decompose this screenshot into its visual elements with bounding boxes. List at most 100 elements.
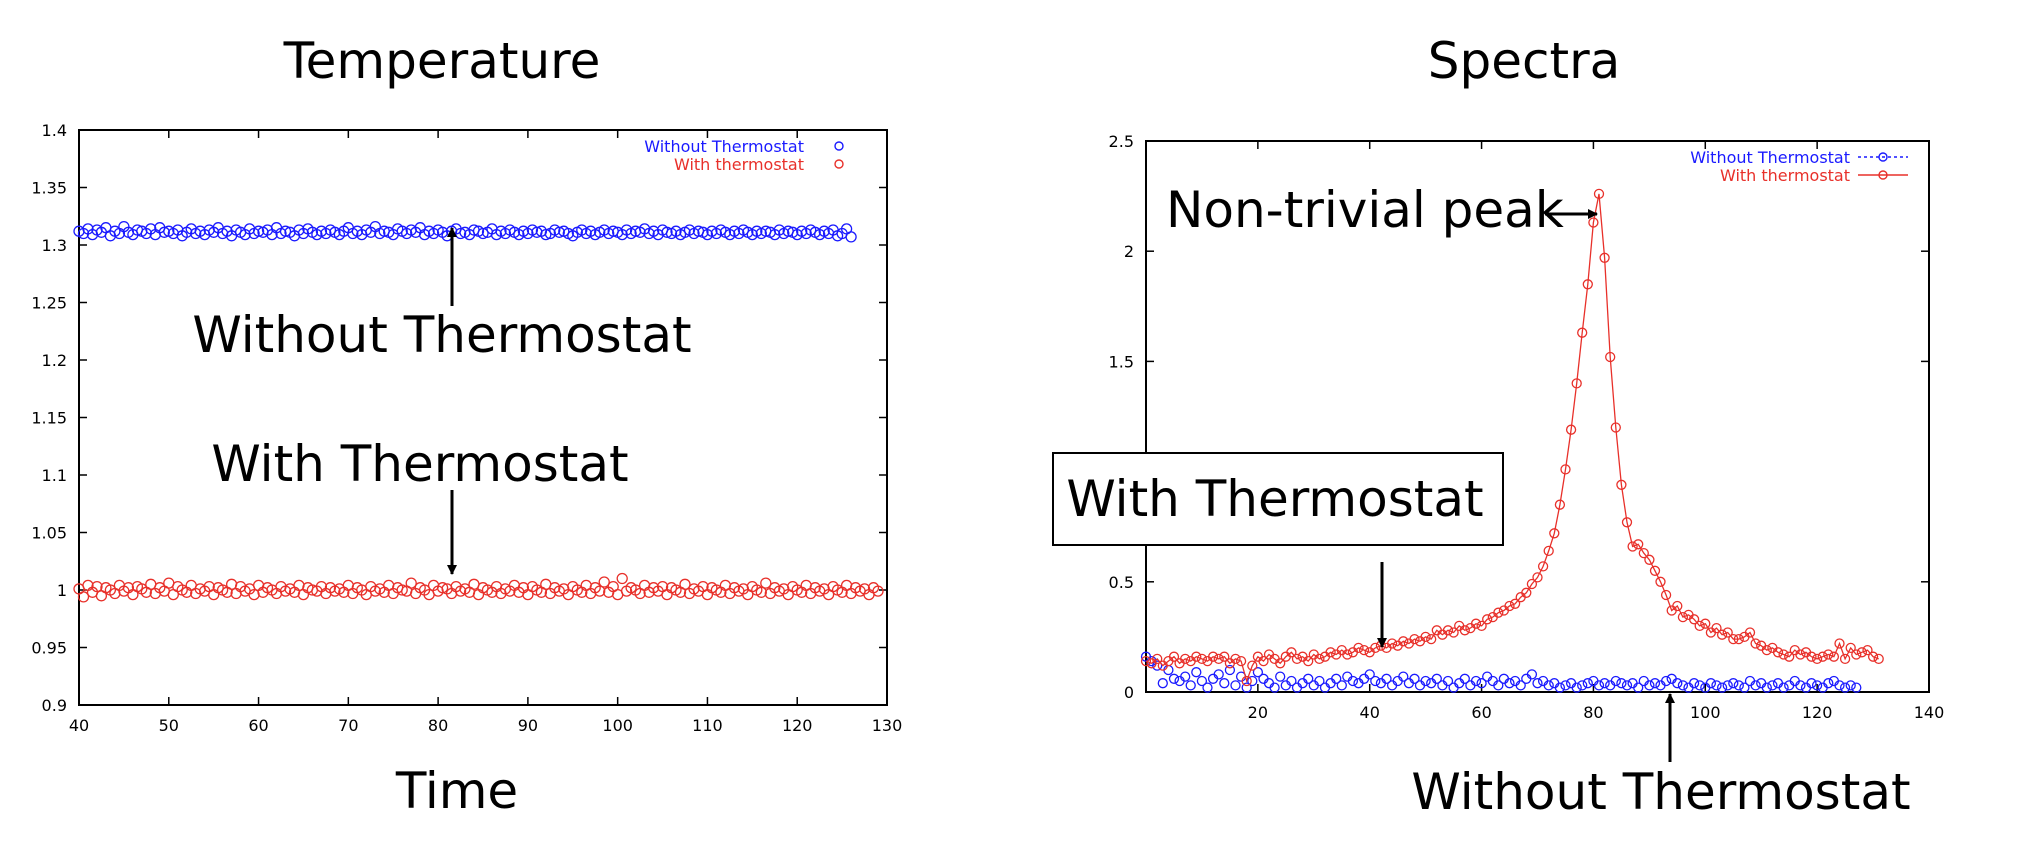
spectra-data-point (1241, 682, 1252, 693)
spectra-data-point (1347, 675, 1359, 687)
spectra-data-point (1258, 655, 1269, 667)
spectra-data-point (1459, 625, 1470, 636)
spectra-data-point (1331, 673, 1342, 684)
spectra-data-point (1577, 680, 1588, 691)
spectra-data-point (1688, 678, 1700, 689)
temperature-ytick-label: 1.25 (31, 294, 67, 313)
spectra-data-point (1739, 682, 1750, 693)
spectra-data-point (1409, 673, 1420, 684)
temperature-xtick-label: 80 (428, 716, 448, 735)
spectra-data-point (1633, 682, 1644, 693)
spectra-ytick-label: 0 (1124, 683, 1134, 702)
spectra-data-point (1420, 675, 1431, 687)
spectra-data-point (1823, 649, 1834, 660)
spectra-data-point (1778, 682, 1789, 693)
spectra-data-point (1616, 479, 1627, 490)
spectra-ytick-label: 2 (1124, 242, 1134, 261)
spectra-data-point (1431, 673, 1442, 684)
spectra-data-point (1593, 188, 1605, 200)
spectra-legend: Without Thermostat With thermostat (1690, 148, 1908, 185)
spectra-data-point (1191, 667, 1202, 678)
spectra-data-point (1235, 655, 1247, 667)
temperature-legend-marker-with (834, 159, 844, 169)
spectra-data-point (1716, 629, 1728, 640)
spectra-data-point (1521, 587, 1532, 598)
spectra-data-point (1795, 649, 1806, 660)
spectra-data-point (1532, 572, 1543, 583)
temperature-ytick-label: 1 (57, 581, 67, 600)
spectra-data-point (1196, 675, 1208, 687)
spectra-data-point (1599, 252, 1610, 263)
spectra-data-point (1644, 680, 1655, 691)
spectra-data-point (1230, 680, 1241, 691)
spectra-data-point (1649, 565, 1661, 576)
spectra-data-point (1722, 627, 1733, 638)
spectra-data-point (1543, 680, 1554, 691)
temperature-title: Temperature (283, 32, 601, 90)
spectra-data-point (1275, 671, 1286, 682)
temperature-xtick-label: 120 (782, 716, 813, 735)
temperature-data-point (661, 226, 673, 238)
temperature-data-point (396, 584, 408, 596)
spectra-data-point (1286, 675, 1297, 687)
temperature-ticks: 40 50 60 70 80 90 100 110 120 130 0.9 0.95 1 1.05 1.1 1… (31, 121, 902, 735)
spectra-data-point (1554, 499, 1566, 510)
spectra-data-point (1806, 678, 1817, 689)
spectra-data-point (1152, 660, 1163, 671)
temperature-xtick-label: 70 (338, 716, 358, 735)
temperature-chart: Temperature 40 50 60 70 80 90 100 110 120 130 0.9 0… (31, 32, 902, 820)
temperature-ytick-label: 1.15 (31, 409, 67, 428)
spectra-data-point (1582, 279, 1593, 290)
spectra-data-point (1470, 675, 1482, 687)
spectra-data-point (1303, 655, 1314, 667)
spectra-data-point (1386, 638, 1398, 649)
spectra-data-point (1694, 620, 1705, 632)
spectra-data-point (1364, 669, 1375, 680)
temperature-data-point (760, 577, 772, 589)
spectra-data-point (1733, 633, 1744, 645)
spectra-data-point (1303, 673, 1314, 684)
spectra-data-point (1252, 667, 1264, 678)
temperature-annotation-without: Without Thermostat (192, 306, 691, 364)
spectra-data-point (1381, 673, 1392, 684)
spectra-data-point (1537, 561, 1549, 572)
spectra-data-point (1476, 678, 1487, 689)
spectra-xtick-label: 40 (1360, 703, 1380, 722)
spectra-data-point (1638, 547, 1649, 559)
spectra-data-point (1728, 633, 1739, 645)
temperature-data-point (91, 580, 103, 593)
spectra-data-point (1549, 528, 1560, 539)
spectra-data-point (1856, 647, 1868, 658)
spectra-data-point (1504, 600, 1515, 612)
spectra-data-point (1565, 424, 1577, 435)
spectra-data-point (1772, 647, 1784, 658)
spectra-legend-label-without: Without Thermostat (1690, 148, 1850, 167)
temperature-plot-frame (78, 129, 888, 706)
spectra-data-point (1314, 653, 1325, 665)
temperature-data-point (158, 226, 170, 238)
spectra-data-point (1543, 545, 1554, 557)
spectra-data-point (1202, 682, 1213, 693)
temperature-ytick-label: 1.1 (42, 466, 67, 485)
spectra-plot-frame (1145, 140, 1930, 693)
spectra-data-point (1633, 539, 1644, 550)
spectra-data-point (1532, 678, 1543, 689)
spectra-data-point (1219, 651, 1230, 662)
spectra-data-point (1269, 682, 1280, 693)
spectra-data-point (1342, 649, 1353, 660)
spectra-data-point (1168, 673, 1180, 684)
spectra-data-point (1744, 627, 1756, 638)
spectra-data-point (1644, 554, 1655, 565)
spectra-series (1140, 188, 1884, 693)
temperature-series (73, 220, 884, 603)
spectra-chart: Spectra 20 40 60 80 100 120 140 0 0.5 1.5 2 2.5 Wit… (1052, 32, 1944, 821)
temperature-legend-label-with: With thermostat (674, 155, 804, 174)
temperature-data-point (540, 228, 552, 241)
spectra-data-point (1213, 669, 1224, 680)
spectra-data-point (1688, 614, 1700, 625)
spectra-data-point (1655, 576, 1666, 587)
spectra-data-point (1409, 633, 1420, 645)
spectra-annotation-box (1052, 452, 1504, 546)
spectra-data-point (1728, 678, 1739, 689)
spectra-legend-marker-with (1878, 170, 1888, 180)
